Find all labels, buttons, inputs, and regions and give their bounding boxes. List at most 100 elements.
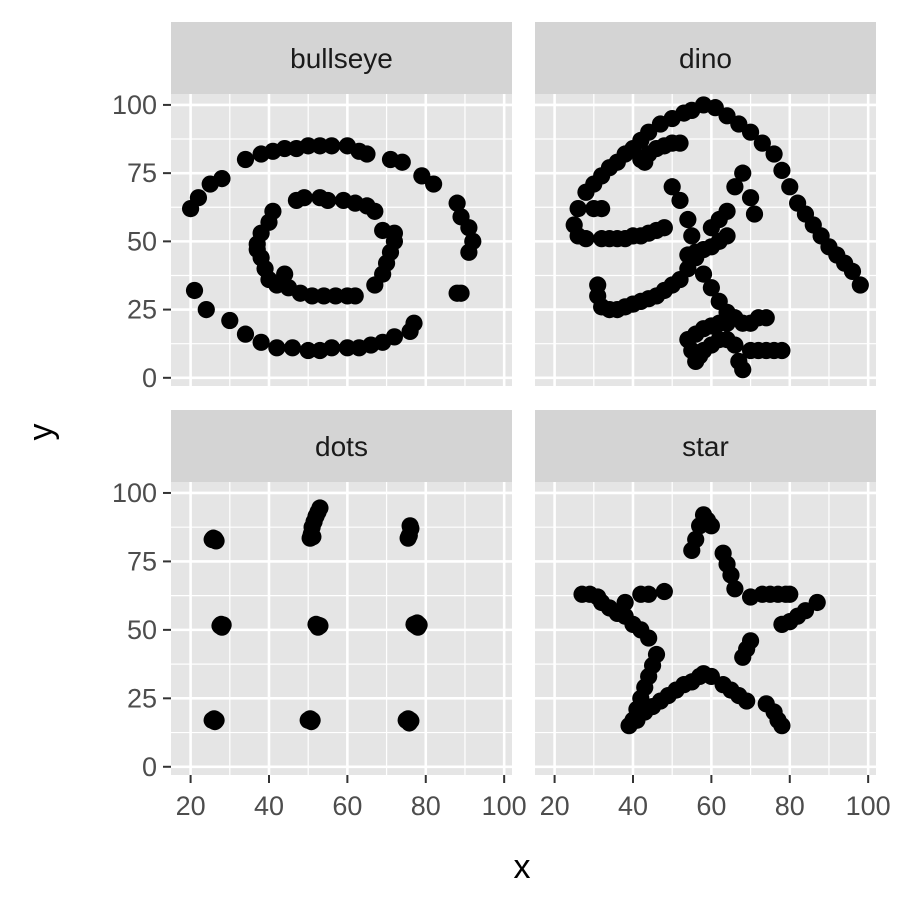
data-point (287, 191, 306, 210)
data-point (683, 541, 701, 560)
data-point (655, 219, 673, 237)
data-point (671, 134, 689, 152)
data-point (718, 227, 736, 245)
y-tick-label: 100 (112, 478, 157, 508)
data-point (276, 265, 294, 283)
data-point (448, 194, 466, 212)
data-point (323, 339, 341, 357)
data-point (781, 585, 799, 603)
data-point (264, 202, 282, 220)
data-point (726, 336, 744, 354)
data-point (765, 145, 783, 163)
data-point (726, 580, 744, 598)
data-point (402, 712, 420, 730)
data-point (374, 221, 392, 240)
data-point (299, 137, 317, 155)
data-point (671, 191, 689, 210)
y-tick-label: 25 (127, 295, 157, 325)
data-point (773, 341, 791, 360)
x-tick-label: 80 (411, 791, 441, 821)
data-point (334, 191, 353, 210)
x-axis-title: x (514, 848, 531, 886)
data-point (773, 161, 791, 180)
data-point (236, 325, 255, 343)
data-point (323, 137, 341, 155)
data-point (311, 499, 329, 517)
data-point (636, 153, 654, 171)
data-point (393, 153, 411, 171)
data-point (311, 137, 329, 155)
data-point (655, 582, 673, 601)
data-points (573, 506, 826, 735)
data-point (311, 189, 329, 207)
facet-dino: dino (535, 22, 876, 386)
data-point (589, 276, 607, 294)
data-point (593, 200, 611, 218)
data-points (181, 137, 482, 360)
data-point (757, 309, 775, 327)
facet-panels: bullseye dino dots star (171, 22, 876, 775)
data-point (718, 202, 736, 220)
facet-strip-label: dots (315, 431, 368, 462)
data-point (452, 284, 470, 302)
data-point (569, 200, 587, 218)
x-tick-label: 60 (332, 791, 362, 821)
data-point (781, 178, 799, 196)
data-point (773, 615, 791, 633)
data-point (303, 287, 321, 305)
data-point (640, 585, 658, 603)
data-point (206, 713, 224, 731)
data-point (385, 328, 404, 346)
y-axis-title: y (22, 424, 60, 441)
data-point (679, 210, 697, 229)
data-point (212, 615, 230, 633)
data-point (308, 616, 326, 634)
facet-strip (535, 410, 876, 482)
data-point (745, 205, 764, 223)
data-points (565, 96, 869, 379)
facet-dots: dots (171, 410, 512, 775)
x-tick-label: 60 (696, 791, 726, 821)
y-tick-label: 75 (127, 158, 157, 188)
y-axis-ticks: 0 25 50 75 100 0 25 50 75 100 (112, 90, 171, 782)
data-point (577, 230, 595, 248)
data-point (304, 528, 322, 546)
facet-strip-label: star (682, 431, 729, 462)
y-tick-label: 0 (142, 752, 157, 782)
y-tick-label: 50 (127, 615, 157, 645)
data-point (185, 281, 204, 300)
data-point (283, 339, 302, 357)
data-point (773, 717, 791, 735)
x-tick-label: 80 (775, 791, 805, 821)
data-point (405, 314, 423, 332)
data-point (302, 713, 320, 731)
data-point (726, 178, 744, 196)
data-point (358, 145, 376, 163)
data-point (252, 333, 270, 351)
data-point (221, 311, 239, 330)
data-point (734, 164, 752, 182)
data-point (299, 341, 317, 360)
x-tick-label: 100 (846, 791, 891, 821)
data-point (346, 287, 364, 305)
facet-strip (171, 410, 512, 482)
data-point (741, 632, 760, 650)
data-point (741, 189, 760, 207)
data-point (694, 265, 713, 283)
data-point (753, 134, 771, 152)
facet-bullseye: bullseye (171, 22, 512, 386)
y-tick-label: 0 (142, 363, 157, 393)
data-point (734, 361, 752, 379)
data-point (577, 183, 595, 201)
x-tick-label: 40 (254, 791, 284, 821)
data-point (702, 279, 720, 297)
x-tick-label: 20 (176, 791, 206, 821)
data-point (248, 240, 266, 259)
y-tick-label: 100 (112, 90, 157, 120)
y-tick-label: 25 (127, 683, 157, 713)
data-point (236, 150, 255, 169)
data-point (851, 276, 869, 294)
data-point (714, 544, 732, 562)
x-tick-label: 40 (618, 791, 648, 821)
